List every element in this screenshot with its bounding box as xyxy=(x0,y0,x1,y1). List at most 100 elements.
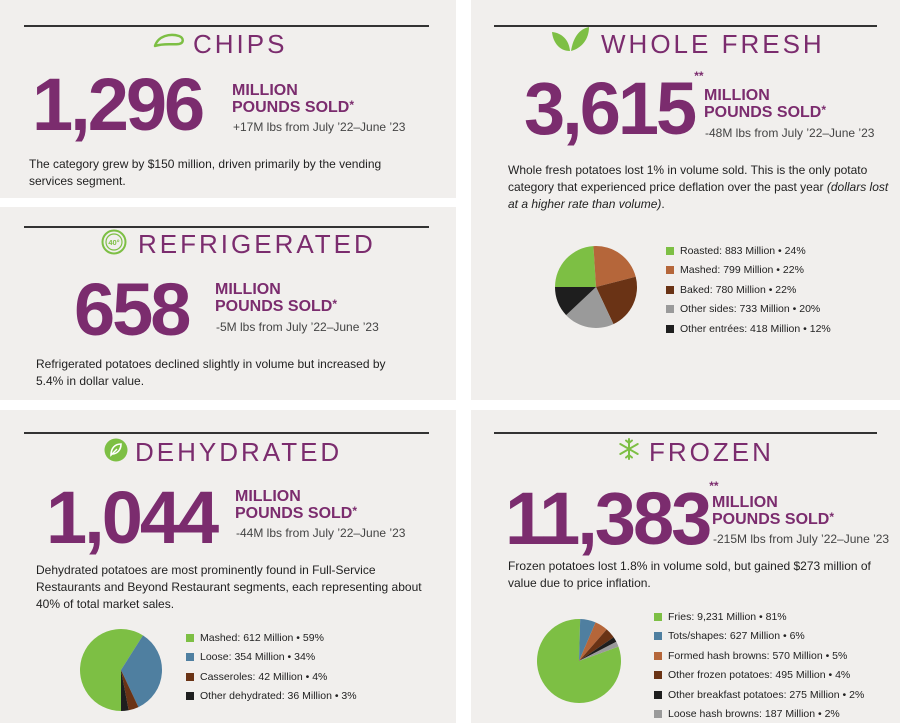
whole-fresh-legend-item: Other entrées: 418 Million • 12% xyxy=(666,319,831,339)
leaf-badge-icon xyxy=(104,438,128,462)
whole-fresh-legend-label: Baked: 780 Million • 22% xyxy=(680,284,796,296)
frozen-legend-label: Other frozen potatoes: 495 Million • 4% xyxy=(668,669,850,681)
refrigerated-title: REFRIGERATED xyxy=(138,231,376,257)
frozen-legend-swatch xyxy=(654,710,662,718)
frozen-legend-item: Formed hash browns: 570 Million • 5% xyxy=(654,646,864,666)
frozen-legend-label: Tots/shapes: 627 Million • 6% xyxy=(668,630,805,642)
frozen-legend-label: Other breakfast potatoes: 275 Million • … xyxy=(668,689,864,701)
svg-text:40°: 40° xyxy=(108,238,119,247)
frozen-legend: Fries: 9,231 Million • 81% Tots/shapes: 6… xyxy=(654,607,864,724)
dehydrated-legend-swatch xyxy=(186,634,194,642)
dehydrated-description: Dehydrated potatoes are most prominently… xyxy=(36,562,436,613)
refrigerated-unit-mark: * xyxy=(332,297,337,311)
dehydrated-pie-chart xyxy=(79,628,163,712)
leaves-icon xyxy=(549,25,591,53)
dehydrated-legend-label: Loose: 354 Million • 34% xyxy=(200,651,315,663)
whole-fresh-number-value: 3,615 xyxy=(524,67,694,150)
frozen-legend-swatch xyxy=(654,632,662,640)
whole-fresh-legend-swatch xyxy=(666,305,674,313)
frozen-legend-label: Fries: 9,231 Million • 81% xyxy=(668,611,787,623)
dehydrated-legend-swatch xyxy=(186,653,194,661)
refrigerated-rule xyxy=(24,226,429,228)
whole-fresh-change: -48M lbs from July ’22–June ’23 xyxy=(705,126,874,140)
whole-fresh-unit-mark: * xyxy=(821,103,826,117)
whole-fresh-legend-label: Roasted: 883 Million • 24% xyxy=(680,245,806,257)
whole-fresh-description: Whole fresh potatoes lost 1% in volume s… xyxy=(508,162,898,213)
refrigerated-number: 658 xyxy=(74,273,188,347)
dehydrated-legend-label: Other dehydrated: 36 Million • 3% xyxy=(200,690,357,702)
chips-rule xyxy=(24,25,429,27)
dehydrated-rule xyxy=(24,432,429,434)
dehydrated-legend-swatch xyxy=(186,673,194,681)
refrigerated-unit: MILLION POUNDS SOLD* xyxy=(215,281,337,315)
dehydrated-panel: DEHYDRATED 1,044 MILLION POUNDS SOLD* -4… xyxy=(0,410,456,723)
frozen-number-value: 11,383 xyxy=(505,477,709,560)
dehydrated-unit-line2: POUNDS SOLD xyxy=(235,505,352,522)
frozen-legend-item: Other breakfast potatoes: 275 Million • … xyxy=(654,685,864,705)
refrigerated-description: Refrigerated potatoes declined slightly … xyxy=(36,356,406,390)
dehydrated-unit: MILLION POUNDS SOLD* xyxy=(235,488,357,522)
chips-change: +17M lbs from July ’22–June ’23 xyxy=(233,120,405,134)
frozen-legend-swatch xyxy=(654,613,662,621)
dehydrated-legend-item: Mashed: 612 Million • 59% xyxy=(186,628,357,648)
frozen-legend-item: Other frozen potatoes: 495 Million • 4% xyxy=(654,666,864,686)
frozen-legend-swatch xyxy=(654,691,662,699)
whole-fresh-legend-label: Mashed: 799 Million • 22% xyxy=(680,264,804,276)
dehydrated-legend: Mashed: 612 Million • 59% Loose: 354 Mill… xyxy=(186,628,357,706)
whole-fresh-legend-item: Baked: 780 Million • 22% xyxy=(666,280,831,300)
whole-fresh-description-end: . xyxy=(661,197,664,211)
refrigerated-unit-line1: MILLION xyxy=(215,281,337,298)
snowflake-icon xyxy=(617,437,641,461)
chips-description: The category grew by $150 million, drive… xyxy=(29,156,409,190)
frozen-change: -215M lbs from July ’22–June ’23 xyxy=(713,532,889,546)
frozen-rule xyxy=(494,432,877,434)
dehydrated-unit-line1: MILLION xyxy=(235,488,357,505)
frozen-legend-label: Loose hash browns: 187 Million • 2% xyxy=(668,708,840,720)
chips-panel: CHIPS 1,296 MILLION POUNDS SOLD* +17M lb… xyxy=(0,0,456,198)
whole-fresh-legend-swatch xyxy=(666,286,674,294)
refrigerated-panel: 40° REFRIGERATED 658 MILLION POUNDS SOLD… xyxy=(0,207,456,400)
whole-fresh-pie-slice-1 xyxy=(555,246,596,287)
whole-fresh-legend-swatch xyxy=(666,266,674,274)
frozen-legend-swatch xyxy=(654,652,662,660)
frozen-legend-item: Tots/shapes: 627 Million • 6% xyxy=(654,627,864,647)
dehydrated-legend-item: Casseroles: 42 Million • 4% xyxy=(186,667,357,687)
chips-unit-line1: MILLION xyxy=(232,82,354,99)
dehydrated-legend-label: Mashed: 612 Million • 59% xyxy=(200,632,324,644)
whole-fresh-legend-swatch xyxy=(666,325,674,333)
dehydrated-number: 1,044 xyxy=(46,481,216,555)
whole-fresh-title: WHOLE FRESH xyxy=(601,31,825,57)
chips-title: CHIPS xyxy=(193,31,287,57)
chips-unit-mark: * xyxy=(349,98,354,112)
frozen-number: 11,383** xyxy=(505,482,719,556)
frozen-unit-mark: * xyxy=(829,510,834,524)
whole-fresh-number-mark: ** xyxy=(694,69,703,83)
whole-fresh-legend-label: Other sides: 733 Million • 20% xyxy=(680,303,820,315)
whole-fresh-legend-item: Other sides: 733 Million • 20% xyxy=(666,300,831,320)
whole-fresh-legend-swatch xyxy=(666,247,674,255)
dehydrated-legend-swatch xyxy=(186,692,194,700)
dehydrated-legend-item: Other dehydrated: 36 Million • 3% xyxy=(186,687,357,707)
dehydrated-change: -44M lbs from July ’22–June ’23 xyxy=(236,526,405,540)
frozen-unit-line1: MILLION xyxy=(712,494,834,511)
frozen-legend-item: Fries: 9,231 Million • 81% xyxy=(654,607,864,627)
frozen-legend-label: Formed hash browns: 570 Million • 5% xyxy=(668,650,847,662)
whole-fresh-unit: MILLION POUNDS SOLD* xyxy=(704,87,826,121)
chips-number: 1,296 xyxy=(32,68,202,142)
frozen-description: Frozen potatoes lost 1.8% in volume sold… xyxy=(508,558,888,592)
whole-fresh-pie-chart xyxy=(554,245,638,329)
refrigerated-unit-line2: POUNDS SOLD xyxy=(215,298,332,315)
whole-fresh-legend-label: Other entrées: 418 Million • 12% xyxy=(680,323,831,335)
frozen-legend-swatch xyxy=(654,671,662,679)
refrigerated-change: -5M lbs from July ’22–June ’23 xyxy=(216,320,379,334)
whole-fresh-panel: WHOLE FRESH 3,615** MILLION POUNDS SOLD*… xyxy=(471,0,900,400)
chip-icon xyxy=(152,32,186,50)
frozen-pie-chart xyxy=(536,618,622,704)
frozen-panel: FROZEN 11,383** MILLION POUNDS SOLD* -21… xyxy=(471,410,900,723)
whole-fresh-description-text: Whole fresh potatoes lost 1% in volume s… xyxy=(508,163,867,194)
whole-fresh-unit-line1: MILLION xyxy=(704,87,826,104)
frozen-title: FROZEN xyxy=(649,439,774,465)
chips-unit: MILLION POUNDS SOLD* xyxy=(232,82,354,116)
whole-fresh-legend-item: Mashed: 799 Million • 22% xyxy=(666,261,831,281)
chips-unit-line2: POUNDS SOLD xyxy=(232,99,349,116)
